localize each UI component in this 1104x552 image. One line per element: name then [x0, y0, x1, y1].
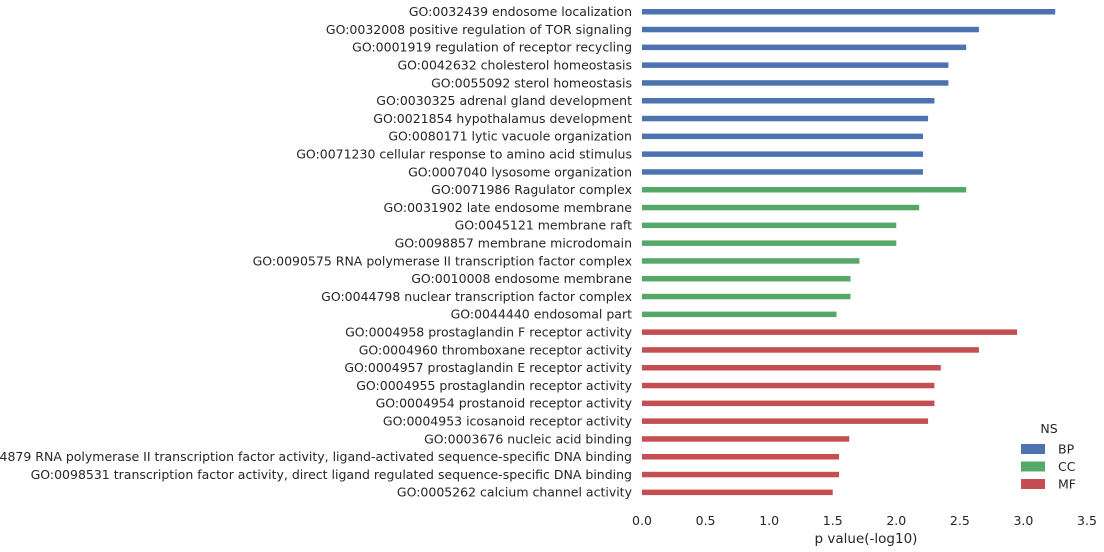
category-label: GO:0004958 prostaglandin F receptor acti… [345, 325, 633, 340]
x-tick-label: 0.5 [696, 513, 716, 528]
category-label: GO:0032439 endosome localization [409, 4, 632, 19]
bar-cc-16 [642, 293, 851, 300]
x-axis: 0.0 0.5 1.0 1.5 2.0 2.5 3.0 3.5 [632, 513, 1097, 528]
x-tick-label: 2.0 [886, 513, 906, 528]
bar-bp-3 [642, 62, 949, 68]
category-label: GO:0007040 lysosome organization [408, 164, 632, 179]
bar-cc-12 [642, 222, 897, 229]
category-label: GO:0045121 membrane raft [455, 218, 633, 233]
bar-mf-21 [642, 382, 935, 389]
x-tick-label: 1.5 [823, 513, 843, 528]
category-label: GO:0080171 lytic vacuole organization [388, 129, 632, 144]
bar-mf-20 [642, 365, 941, 371]
bar-mf-27 [642, 489, 833, 496]
category-label: GO:0004960 thromboxane receptor activity [359, 342, 633, 357]
category-label: GO:0044440 endosomal part [451, 307, 633, 322]
x-tick-label: 0.0 [632, 513, 652, 528]
bar-cc-17 [642, 311, 837, 318]
legend-swatch-mf [1021, 479, 1045, 489]
bar-bp-8 [642, 151, 923, 157]
x-tick-label: 2.5 [950, 513, 970, 528]
category-label: GO:0001919 regulation of receptor recycl… [352, 40, 632, 55]
x-tick-label: 3.5 [1077, 513, 1097, 528]
bar-mf-19 [642, 347, 979, 353]
category-label: GO:0044798 nuclear transcription factor … [321, 289, 632, 304]
legend-swatch-bp [1021, 444, 1045, 454]
category-labels-layer: GO:0032439 endosome localization GO:00320… [0, 4, 633, 500]
category-label: GO:0030325 adrenal gland development [376, 93, 632, 108]
legend-label-cc: CC [1058, 459, 1076, 474]
category-label: GO:0003676 nucleic acid binding [424, 431, 632, 446]
bar-cc-14 [642, 258, 860, 264]
category-label: GO:0042632 cholesterol homeostasis [398, 58, 633, 73]
legend-swatch-cc [1021, 461, 1045, 472]
category-label: GO:0098531 transcription factor activity… [31, 467, 632, 482]
category-label: GO:0010008 endosome membrane [411, 271, 632, 286]
bar-bp-1 [642, 26, 979, 33]
bar-mf-26 [642, 471, 840, 478]
bar-cc-10 [642, 187, 967, 193]
category-label: GO:0055092 sterol homeostasis [431, 75, 632, 90]
bar-mf-23 [642, 418, 929, 424]
bar-bp-7 [642, 133, 923, 140]
category-label: GO:0004955 prostaglandin receptor activi… [356, 378, 632, 393]
bar-mf-22 [642, 400, 935, 407]
category-label: GO:0071230 cellular response to amino ac… [296, 147, 632, 162]
bar-bp-2 [642, 44, 967, 51]
bar-bp-5 [642, 98, 935, 104]
bar-cc-15 [642, 276, 851, 282]
legend: NS BP CC MF [1021, 421, 1076, 491]
category-label: GO:0004957 prostaglandin E receptor acti… [344, 360, 632, 375]
bar-bp-0 [642, 9, 1056, 15]
bar-mf-25 [642, 454, 840, 460]
category-label: GO:0071986 Ragulator complex [431, 182, 632, 197]
x-tick-label: 3.0 [1013, 513, 1033, 528]
category-label: GO:0004953 icosanoid receptor activity [383, 414, 633, 429]
x-axis-label: p value(-log10) [815, 531, 918, 547]
bar-bp-4 [642, 80, 949, 86]
legend-label-bp: BP [1058, 441, 1075, 456]
category-label: GO:0004879 RNA polymerase II transcripti… [0, 449, 632, 464]
category-label: GO:0005262 calcium channel activity [397, 485, 633, 500]
category-label: GO:0090575 RNA polymerase II transcripti… [253, 253, 632, 268]
bar-cc-13 [642, 240, 897, 246]
category-label: GO:0031902 late endosome membrane [384, 200, 633, 215]
category-label: GO:0021854 hypothalamus development [373, 111, 632, 126]
bar-cc-11 [642, 204, 920, 211]
category-label: GO:0004954 prostanoid receptor activity [376, 396, 633, 411]
category-label: GO:0098857 membrane microdomain [395, 236, 632, 251]
bars-layer [642, 9, 1056, 496]
category-label: GO:0032008 positive regulation of TOR si… [326, 22, 632, 37]
bar-bp-6 [642, 115, 929, 122]
bar-mf-18 [642, 329, 1018, 335]
legend-label-mf: MF [1058, 476, 1076, 491]
bar-mf-24 [642, 436, 850, 442]
legend-title: NS [1040, 421, 1057, 436]
x-tick-label: 1.0 [759, 513, 779, 528]
bar-bp-9 [642, 169, 923, 175]
